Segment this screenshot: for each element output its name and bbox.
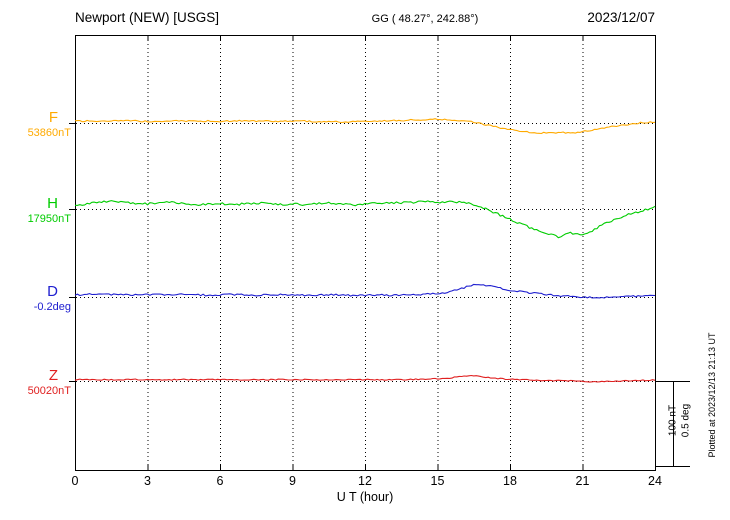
channel-label-H: H <box>47 195 58 212</box>
channel-baseline-value-D: -0.2deg <box>33 301 71 313</box>
x-tick-label-18: 18 <box>503 474 517 488</box>
x-tick-label-9: 9 <box>289 474 296 488</box>
channel-baseline-value-F: 53860nT <box>27 127 71 139</box>
channel-label-F: F <box>48 109 58 126</box>
channel-label-D: D <box>47 283 58 300</box>
x-tick-label-15: 15 <box>430 474 445 488</box>
x-tick-label-3: 3 <box>144 474 151 488</box>
plotted-timestamp: Plotted at 2023/12/13 21:13 UT <box>707 332 717 458</box>
channel-baseline-value-Z: 50020nT <box>27 385 71 397</box>
scale-bar-label-deg: 0.5 deg <box>680 403 692 438</box>
channel-label-Z: Z <box>48 367 58 384</box>
x-tick-label-6: 6 <box>216 474 224 488</box>
x-tick-label-24: 24 <box>648 474 662 488</box>
scale-bar-label-nt: 100 nT <box>667 404 679 437</box>
station-title: Newport (NEW) [USGS] <box>75 10 220 25</box>
plot-date: 2023/12/07 <box>587 10 655 25</box>
x-tick-label-0: 0 <box>71 474 79 488</box>
geo-coordinates: GG ( 48.27°, 242.88°) <box>371 13 479 25</box>
x-axis-label: U T (hour) <box>336 490 394 504</box>
x-tick-label-21: 21 <box>575 474 590 488</box>
channel-baseline-value-H: 17950nT <box>27 213 71 225</box>
x-tick-label-12: 12 <box>358 474 372 488</box>
